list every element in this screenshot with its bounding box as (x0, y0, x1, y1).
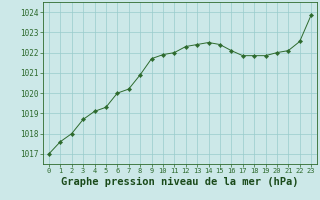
X-axis label: Graphe pression niveau de la mer (hPa): Graphe pression niveau de la mer (hPa) (61, 177, 299, 187)
